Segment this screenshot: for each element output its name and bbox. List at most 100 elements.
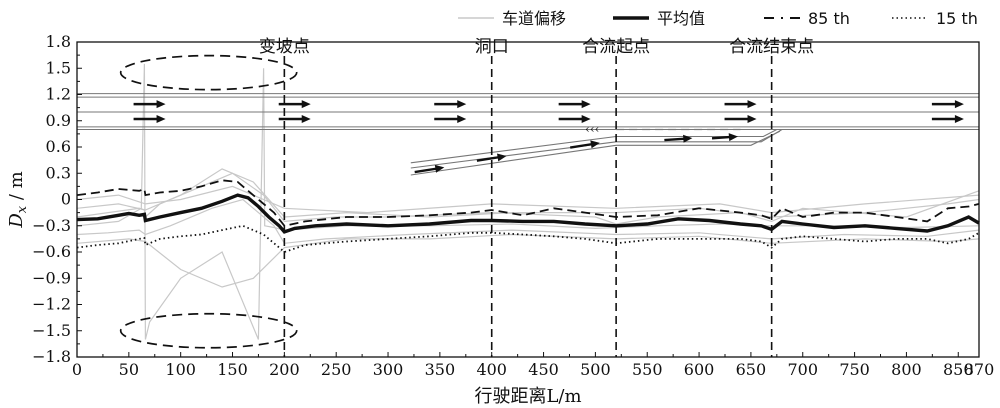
legend: 车道偏移 平均值 85 th 15 th xyxy=(458,9,978,28)
ramp-arrow-1-head xyxy=(434,164,445,173)
ramp-arrow-5-head xyxy=(728,133,738,142)
y-tick-label-11: −1.5 xyxy=(32,321,71,340)
chevron-icon: ‹‹‹ xyxy=(585,122,599,136)
individual-trace-3 xyxy=(76,198,980,244)
y-tick-label-4: 0.6 xyxy=(46,137,71,156)
ramp-arrow-3-head xyxy=(590,140,600,149)
x-tick-label-2: 100 xyxy=(165,360,196,379)
lane-arrow-7 xyxy=(558,100,591,109)
lane-arrow-3 xyxy=(278,100,311,109)
lane-arrow-11 xyxy=(931,100,964,109)
marker-label-1: 变坡点 xyxy=(259,37,310,57)
individual-trace-5 xyxy=(76,233,980,288)
x-tick-label-8: 400 xyxy=(476,360,507,379)
mean-line-group xyxy=(76,193,980,234)
x-tick-label-7: 350 xyxy=(425,360,456,379)
x-tick-label-12: 600 xyxy=(684,360,715,379)
lane-arrow-9-head xyxy=(747,100,757,109)
road-lane-schematic-icon: ‹‹‹ xyxy=(77,93,979,176)
y-tick-label-2: 1.2 xyxy=(46,85,71,104)
x-axis-title: 行驶距离L/m xyxy=(474,386,581,407)
x-tick-label-14: 700 xyxy=(787,360,818,379)
x-tick-label-13: 650 xyxy=(736,360,767,379)
p15-line xyxy=(76,224,980,254)
x-tick-label-18: 870 xyxy=(964,360,995,379)
x-tick-label-15: 750 xyxy=(839,360,870,379)
marker-lines: 变坡点 洞口 合流起点 合流结束点 xyxy=(259,37,814,357)
lane-arrow-6-head xyxy=(457,115,467,123)
marker-label-4: 合流结束点 xyxy=(729,37,814,57)
dashed-ellipse-top xyxy=(119,54,298,91)
legend-label-3: 85 th xyxy=(808,9,850,28)
x-tick-label-6: 300 xyxy=(373,360,404,379)
ramp-edge-3 xyxy=(410,130,781,176)
percentile-lines xyxy=(76,179,980,254)
legend-label-4: 15 th xyxy=(936,9,978,28)
axes: 0 50 100 150 200 250 300 350 400 450 500 550 600 650 7… xyxy=(6,32,994,407)
lane-arrow-2-head xyxy=(156,115,166,123)
marker-label-3: 合流起点 xyxy=(582,37,650,57)
y-tick-label-1: 1.5 xyxy=(46,58,71,77)
ramp-arrow-2-shaft xyxy=(476,155,500,162)
ramp-arrow-1-shaft xyxy=(414,167,438,174)
x-tick-label-10: 500 xyxy=(580,360,611,379)
x-tick-label-11: 550 xyxy=(632,360,663,379)
y-tick-label-5: 0.3 xyxy=(46,163,71,182)
x-tick-label-3: 150 xyxy=(217,360,248,379)
lane-arrow-5 xyxy=(434,100,467,109)
ramp-arrow-3-shaft xyxy=(570,142,594,149)
lane-arrow-12-head xyxy=(954,115,964,123)
legend-label-1: 车道偏移 xyxy=(502,9,566,28)
x-tick-label-4: 200 xyxy=(269,360,300,379)
y-tick-label-3: 0.9 xyxy=(46,111,71,130)
marker-label-2: 洞口 xyxy=(475,37,509,57)
highlight-ellipses xyxy=(119,54,298,349)
individual-trace-1 xyxy=(76,172,980,225)
ramp-arrow-5-shaft xyxy=(711,135,732,140)
y-tick-label-10: −1.2 xyxy=(32,295,71,314)
lane-arrow-6 xyxy=(434,115,467,123)
x-tick-label-5: 250 xyxy=(321,360,352,379)
ramp-arrow-1 xyxy=(414,164,445,174)
lane-arrow-4-head xyxy=(301,115,311,123)
y-tick-label-9: −0.9 xyxy=(32,268,71,287)
legend-label-2: 平均值 xyxy=(657,9,705,28)
ramp-arrow-4-shaft xyxy=(664,137,686,142)
lane-arrow-7-head xyxy=(581,100,591,109)
lane-arrow-2 xyxy=(133,115,166,123)
x-tick-label-17: 850 xyxy=(943,360,974,379)
lane-arrow-11-head xyxy=(954,100,964,109)
x-tick-label-0: 0 xyxy=(72,360,82,379)
lane-arrow-10 xyxy=(724,115,757,123)
x-tick-label-9: 450 xyxy=(528,360,559,379)
lane-arrow-5-head xyxy=(457,100,467,109)
ramp-arrow-4 xyxy=(664,134,693,143)
ramp-arrow-4-head xyxy=(683,134,693,143)
y-axis-title: Dx / m xyxy=(6,171,30,228)
ramp-arrow-5 xyxy=(711,133,738,142)
y-tick-label-6: 0 xyxy=(61,190,71,209)
lane-arrow-3-head xyxy=(301,100,311,109)
y-tick-label-7: −0.3 xyxy=(32,216,71,235)
lane-arrow-8-head xyxy=(581,115,591,123)
lane-arrow-10-head xyxy=(747,115,757,123)
lane-arrow-8 xyxy=(558,115,591,123)
ramp-edge-1 xyxy=(410,129,778,164)
ramp-arrow-3 xyxy=(570,140,600,149)
x-tick-label-1: 50 xyxy=(119,360,139,379)
lane-arrow-1-head xyxy=(156,100,166,109)
lane-arrow-12 xyxy=(931,115,964,123)
y-tick-label-8: −0.6 xyxy=(32,242,71,261)
lane-arrow-9 xyxy=(724,100,757,109)
dashed-ellipse-bottom xyxy=(119,312,298,349)
mean-line xyxy=(76,193,980,234)
ramp-arrow-2-head xyxy=(497,153,507,162)
x-tick-label-16: 800 xyxy=(891,360,922,379)
y-tick-label-0: 1.8 xyxy=(46,32,71,51)
lane-arrow-1 xyxy=(133,100,166,109)
individual-trace-4 xyxy=(76,168,980,218)
y-tick-label-12: −1.8 xyxy=(32,347,71,366)
p85-line xyxy=(76,179,980,227)
ramp-arrow-2 xyxy=(476,153,507,162)
